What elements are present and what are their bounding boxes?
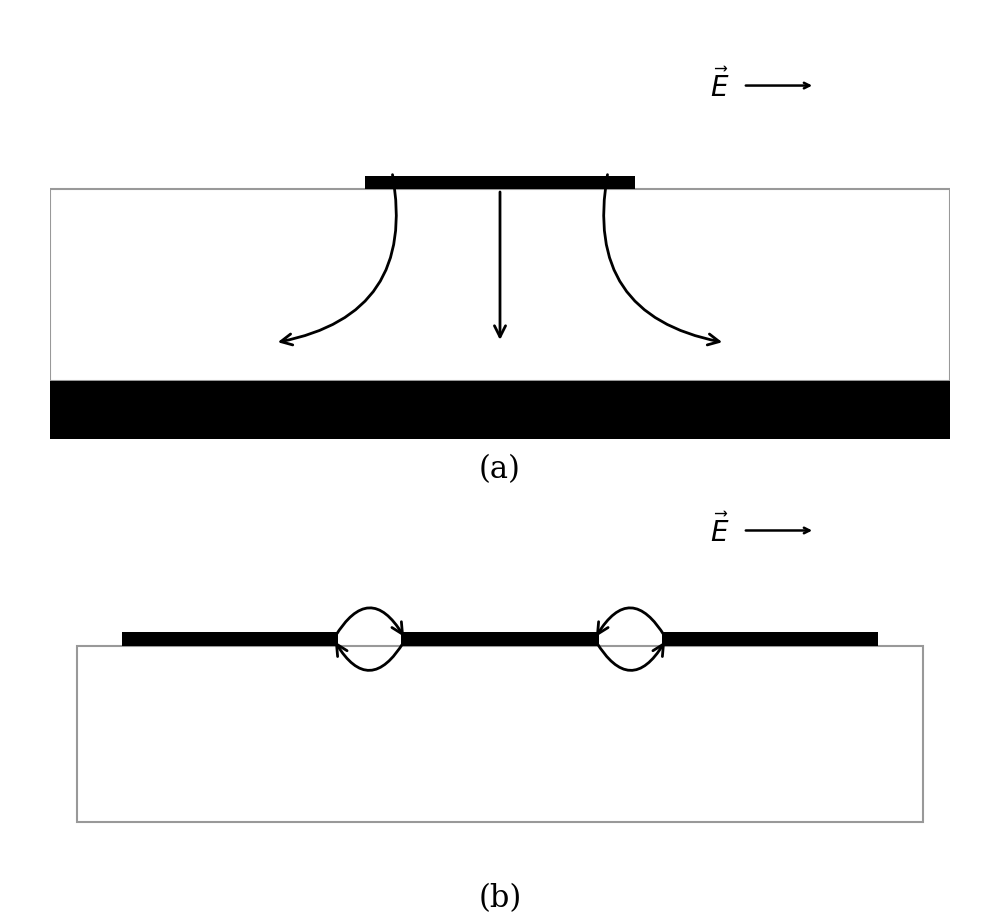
Text: (b): (b) [478,884,522,914]
Text: $\vec{E}$: $\vec{E}$ [710,69,730,102]
Bar [365,175,635,189]
Bar [50,381,950,439]
Bar [401,632,599,645]
Bar [662,632,878,645]
Bar [50,189,950,381]
Bar [77,645,923,823]
Text: $\vec{E}$: $\vec{E}$ [710,514,730,547]
Bar [122,632,338,645]
Text: (a): (a) [479,454,521,485]
